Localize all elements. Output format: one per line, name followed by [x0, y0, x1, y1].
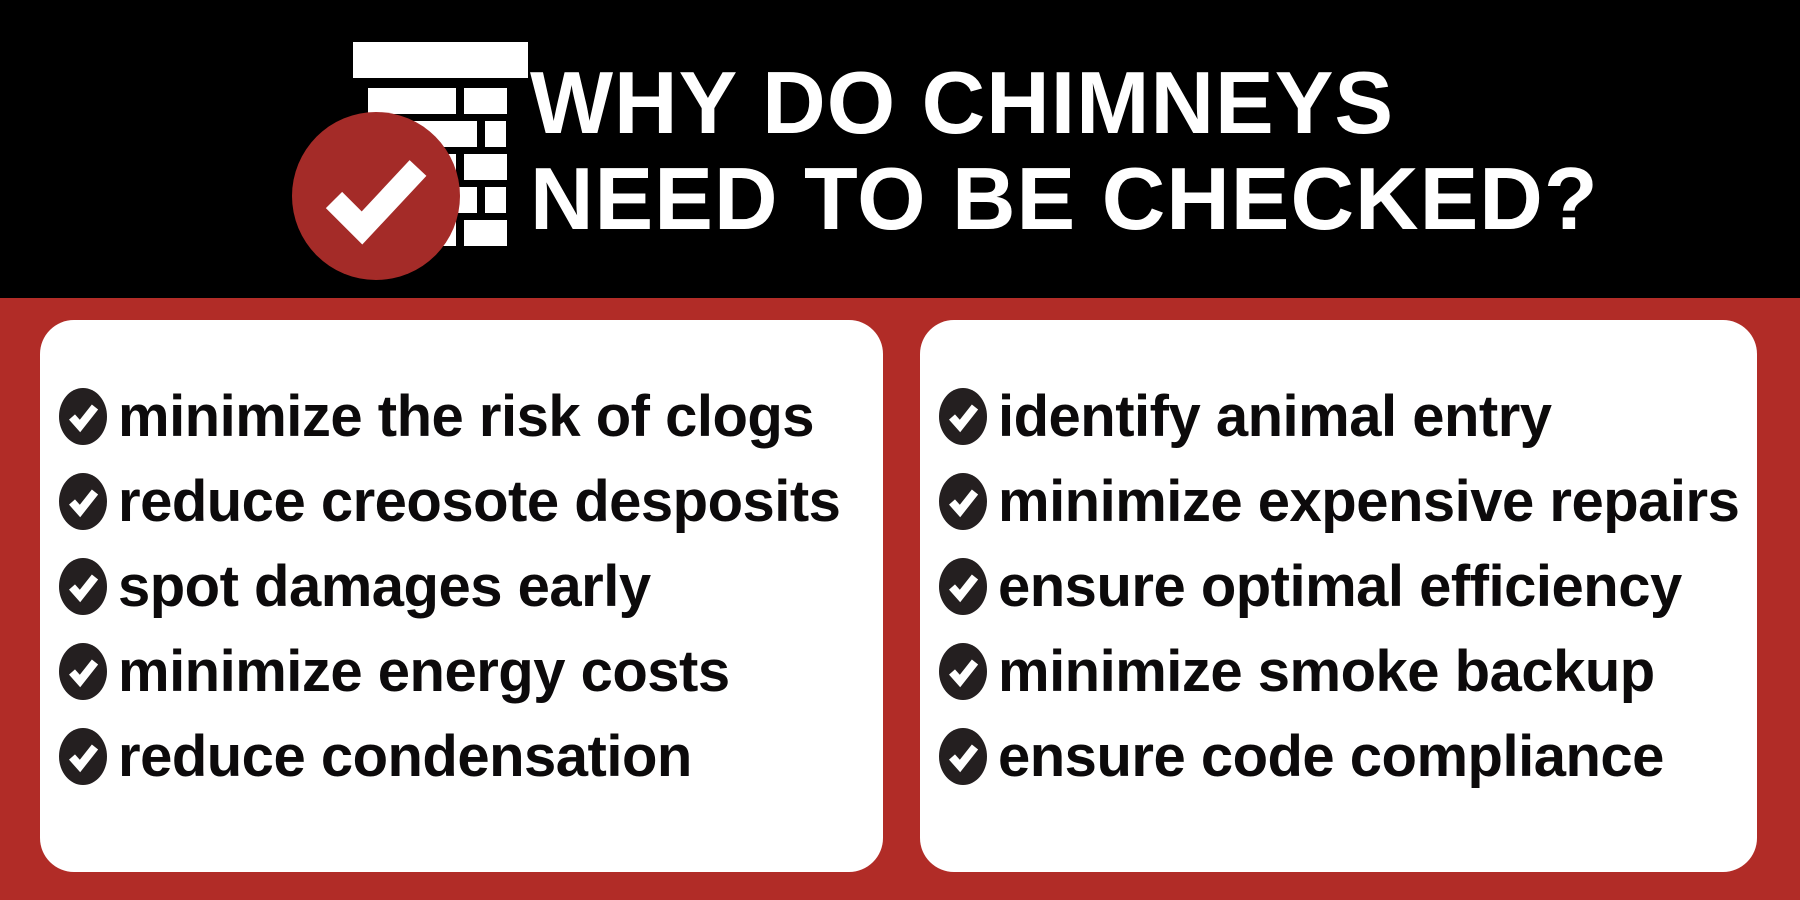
checklist-item-label: spot damages early [118, 554, 651, 619]
checklist-item-label: minimize the risk of clogs [118, 384, 815, 449]
checklist-area: minimize the risk of clogs reduce creoso… [0, 320, 1800, 872]
right-checklist-card: identify animal entry minimize expensive… [920, 320, 1757, 872]
page-title: WHY DO CHIMNEYS NEED TO BE CHECKED? [530, 55, 1599, 247]
check-circle-icon [939, 473, 987, 530]
checklist-item: reduce creosote desposits [59, 469, 873, 534]
check-circle-icon [59, 643, 107, 700]
check-circle-icon [939, 728, 987, 785]
check-circle-icon [59, 558, 107, 615]
checklist-item-label: ensure optimal efficiency [998, 554, 1682, 619]
checklist-item: spot damages early [59, 554, 873, 619]
check-circle-icon [59, 728, 107, 785]
checkmark-in-red-circle-icon [292, 112, 460, 280]
checklist-item-label: minimize energy costs [118, 639, 730, 704]
header-band: WHY DO CHIMNEYS NEED TO BE CHECKED? [0, 0, 1800, 298]
left-checklist-card: minimize the risk of clogs reduce creoso… [40, 320, 883, 872]
checklist-item-label: reduce creosote desposits [118, 469, 841, 534]
checklist-item: minimize energy costs [59, 639, 873, 704]
check-circle-icon [59, 473, 107, 530]
check-circle-icon [939, 643, 987, 700]
chimney-logo [292, 42, 528, 282]
chimney-cap-icon [353, 42, 528, 78]
checklist-item: minimize smoke backup [939, 639, 1747, 704]
title-line-1: WHY DO CHIMNEYS [530, 53, 1395, 152]
title-line-2: NEED TO BE CHECKED? [530, 149, 1599, 248]
checklist-item: ensure code compliance [939, 724, 1747, 789]
checklist-item-label: minimize smoke backup [998, 639, 1655, 704]
checklist-item-label: ensure code compliance [998, 724, 1664, 789]
checklist-item-label: identify animal entry [998, 384, 1552, 449]
checklist-item: ensure optimal efficiency [939, 554, 1747, 619]
check-circle-icon [59, 388, 107, 445]
checklist-item-label: reduce condensation [118, 724, 692, 789]
checklist-item: reduce condensation [59, 724, 873, 789]
checklist-item: minimize expensive repairs [939, 469, 1747, 534]
checklist-item-label: minimize expensive repairs [998, 469, 1740, 534]
checklist-item: identify animal entry [939, 384, 1747, 449]
check-circle-icon [939, 388, 987, 445]
check-circle-icon [939, 558, 987, 615]
checklist-item: minimize the risk of clogs [59, 384, 873, 449]
